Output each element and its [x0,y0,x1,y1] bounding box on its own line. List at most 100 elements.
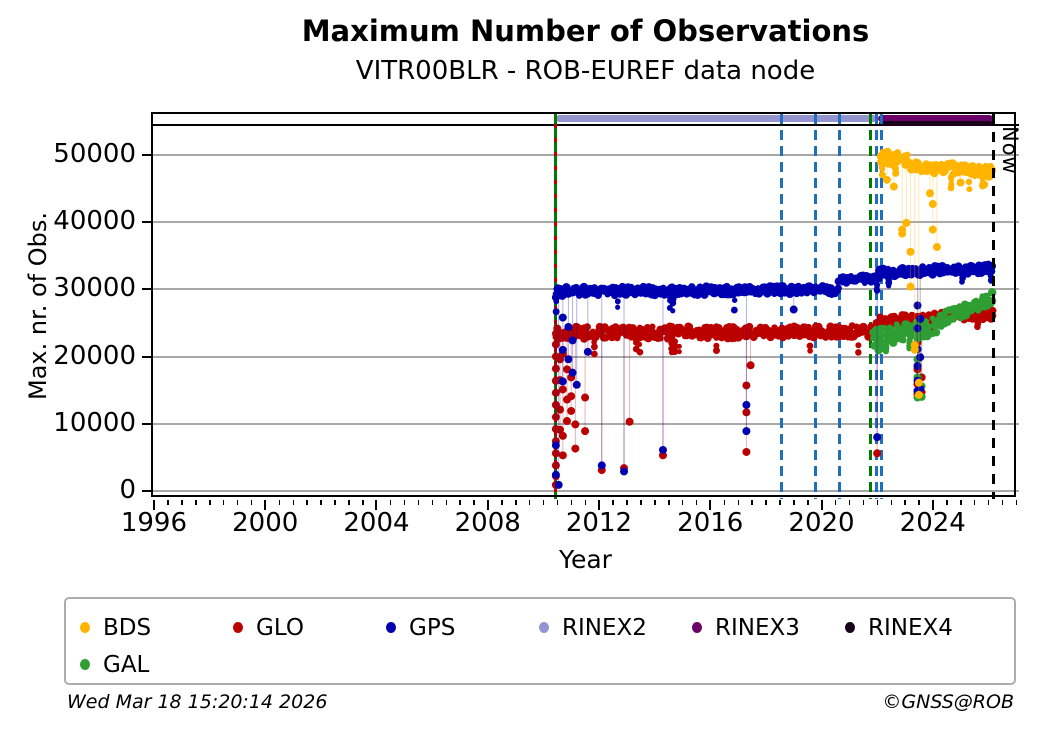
x-minor-tick [834,500,837,505]
y-tick-label: 50000 [53,138,136,169]
x-minor-tick [751,500,753,505]
x-minor-tick [501,500,503,505]
x-major-tick [264,500,267,510]
legend-marker-gal [80,659,90,670]
x-minor-tick [723,500,726,505]
x-minor-tick [987,500,990,505]
x-minor-tick [473,500,475,505]
legend-label: RINEX2 [562,614,647,641]
legend-label: RINEX4 [868,614,953,641]
now-line [991,114,995,499]
x-minor-tick [876,500,879,505]
y-tick-label: 0 [119,474,136,505]
x-major-tick [820,500,823,510]
legend-item-rinex3: RINEX3 [692,609,845,646]
x-minor-tick [334,500,336,505]
legend-item-bds: BDS [80,609,233,646]
x-minor-tick [1001,500,1004,505]
legend-marker-rinex2 [539,622,549,633]
x-minor-tick [209,500,211,505]
x-tick-label: 2012 [565,508,633,538]
x-minor-tick [556,500,559,505]
x-minor-tick [431,500,434,505]
x-minor-tick [250,500,253,505]
y-major-tick [142,422,152,425]
legend-label: BDS [103,614,152,641]
x-minor-tick [292,500,295,505]
x-tick-label: 2016 [677,508,744,538]
x-minor-tick [278,500,281,505]
now-label: Now [998,126,1023,175]
x-major-tick [152,500,155,510]
x-minor-tick [445,500,447,505]
x-minor-tick [612,500,614,505]
chart-subtitle: VITR00BLR - ROB-EUREF data node [355,56,816,86]
x-minor-tick [167,500,169,505]
x-major-tick [375,500,378,510]
chart-title: Maximum Number of Observations [301,14,870,48]
legend-marker-rinex3 [692,622,702,633]
x-minor-tick [765,500,767,505]
x-tick-label: 2020 [788,508,855,538]
x-minor-tick [236,500,239,505]
x-minor-tick [973,500,976,505]
x-minor-tick [195,500,197,505]
legend-box: BDS GLO GPS RINEX2 RINEX3 RINEX4 GAL [64,597,1016,685]
x-tick-label: 2024 [899,508,966,538]
y-major-tick [142,489,152,492]
x-minor-tick [570,500,573,505]
x-minor-tick [737,500,740,505]
x-minor-tick [542,500,545,505]
y-major-tick [142,153,152,156]
x-major-tick [486,500,489,510]
x-major-tick [597,500,600,510]
x-minor-tick [584,500,587,505]
plot-area [152,113,1019,500]
y-major-tick [142,288,152,291]
y-tick-label: 10000 [53,407,136,438]
x-minor-tick [1015,500,1018,505]
x-minor-tick [848,500,851,505]
x-minor-tick [389,500,392,505]
x-axis-label: Year [559,545,612,574]
y-tick-label: 20000 [53,340,136,371]
x-minor-tick [417,500,420,505]
y-axis-label: Max. nr. of Obs. [24,211,52,401]
x-minor-tick [793,500,795,505]
x-minor-tick [362,500,364,505]
x-minor-tick [348,500,350,505]
footer-timestamp: Wed Mar 18 15:20:14 2026 [67,691,328,713]
x-tick-label: 2004 [343,508,410,538]
legend-label: RINEX3 [715,614,800,641]
x-minor-tick [515,500,517,505]
x-minor-tick [779,500,781,505]
legend-marker-bds [80,622,90,633]
scatter-canvas [152,113,1019,500]
x-minor-tick [807,500,809,505]
x-minor-tick [640,500,642,505]
x-major-tick [709,500,712,510]
legend-marker-gps [386,622,396,633]
x-minor-tick [904,500,906,505]
legend-marker-rinex4 [845,622,855,633]
legend-item-gal: GAL [80,646,233,683]
legend-item-gps: GPS [386,609,539,646]
x-minor-tick [528,500,531,505]
x-minor-tick [403,500,406,505]
legend-item-rinex4: RINEX4 [845,609,998,646]
x-minor-tick [668,500,670,505]
x-minor-tick [626,500,628,505]
x-minor-tick [681,500,684,505]
x-minor-tick [654,500,656,505]
x-minor-tick [320,500,322,505]
legend-label: GLO [256,614,304,641]
legend-item-rinex2: RINEX2 [539,609,692,646]
x-minor-tick [181,500,183,505]
x-minor-tick [890,500,893,505]
x-tick-label: 1996 [120,508,188,538]
x-minor-tick [918,500,920,505]
x-minor-tick [862,500,865,505]
legend-label: GAL [103,651,150,678]
y-tick-label: 30000 [53,273,136,304]
